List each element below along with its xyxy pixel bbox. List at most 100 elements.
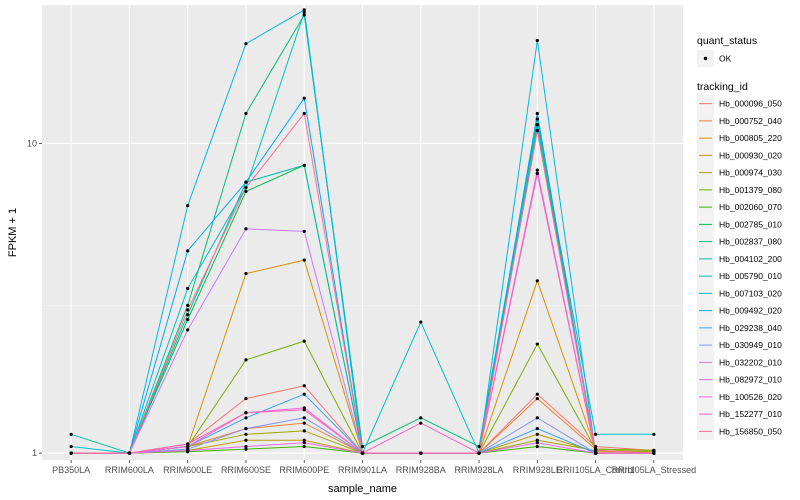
data-point — [535, 432, 539, 436]
data-point — [302, 429, 306, 433]
data-point — [302, 229, 306, 233]
legend-label: Hb_004102_200 — [719, 254, 782, 264]
data-point — [302, 339, 306, 343]
data-point — [302, 258, 306, 262]
gridlines — [42, 5, 683, 460]
data-point — [360, 451, 365, 455]
data-point — [244, 411, 248, 415]
data-point — [69, 451, 73, 455]
axes: 1 10 PB350LA RRIM600LA RRIM600LE RRIM600SE RRI… — [27, 138, 696, 475]
x-tick-label: RRIM928LE — [513, 465, 562, 475]
legend-label: Hb_001379_080 — [719, 185, 782, 195]
data-point — [535, 396, 539, 401]
legend-label: Hb_002785_010 — [719, 219, 782, 229]
data-point — [360, 444, 365, 449]
data-point — [477, 451, 481, 455]
legend-label: Hb_000096_050 — [719, 99, 782, 109]
legend-label: Hb_000752_040 — [719, 116, 782, 126]
data-point — [535, 392, 539, 396]
data-point — [186, 442, 190, 446]
x-tick-label: RRIM600SE — [221, 465, 271, 475]
data-point — [302, 13, 306, 17]
data-point — [186, 303, 190, 307]
legend: quant_status OK tracking_id Hb_000096_05… — [697, 35, 782, 440]
data-point — [477, 444, 481, 449]
data-point — [535, 38, 539, 43]
legend-point-symbol — [703, 56, 708, 61]
data-point — [244, 189, 248, 194]
legend-label: Hb_152277_010 — [719, 409, 782, 419]
data-point — [535, 111, 539, 116]
data-point — [186, 203, 190, 208]
y-tick-label: 1 — [32, 448, 37, 458]
data-point — [535, 416, 539, 420]
y-tick-label: 10 — [27, 138, 37, 148]
data-point — [535, 279, 539, 283]
data-point — [186, 286, 190, 291]
data-point — [186, 249, 190, 253]
data-point — [419, 320, 423, 324]
legend-label: OK — [719, 54, 732, 64]
legend-label: Hb_002837_080 — [719, 237, 782, 247]
legend-title-tracking-id: tracking_id — [697, 81, 748, 93]
data-point — [244, 271, 248, 276]
x-tick-label: RRII105LA_Stressed — [612, 465, 697, 475]
data-point — [652, 448, 656, 453]
data-point — [593, 451, 598, 455]
legend-label: Hb_007103_020 — [719, 288, 782, 298]
data-point — [302, 444, 306, 449]
data-point — [186, 448, 190, 453]
x-tick-label: RRIM600LE — [163, 465, 212, 475]
data-point — [302, 441, 306, 445]
data-point — [419, 451, 423, 455]
data-point — [302, 111, 306, 116]
data-point — [302, 416, 306, 420]
legend-label: Hb_156850_050 — [719, 426, 782, 436]
data-point — [244, 438, 248, 442]
legend-tracking-id-entries: Hb_000096_050 Hb_000752_040 Hb_000805_220 H… — [697, 95, 782, 440]
legend-label: Hb_002060_070 — [719, 202, 782, 212]
legend-label: Hb_032202_010 — [719, 357, 782, 367]
data-point — [127, 451, 132, 455]
data-point — [302, 408, 306, 412]
data-point — [186, 317, 190, 322]
legend-label: Hb_009492_020 — [719, 306, 782, 316]
data-point — [244, 432, 248, 436]
legend-title-quant-status: quant_status — [697, 35, 757, 47]
legend-label: Hb_100526_020 — [719, 392, 782, 402]
legend-label: Hb_029238_040 — [719, 323, 782, 333]
data-point — [244, 444, 248, 449]
data-point — [419, 421, 423, 425]
x-tick-label: RRIM600LA — [105, 465, 154, 475]
legend-label: Hb_000805_220 — [719, 133, 782, 143]
data-point — [244, 42, 248, 46]
data-point — [244, 180, 248, 184]
data-point — [302, 96, 306, 100]
data-point — [186, 313, 190, 317]
data-point — [302, 8, 306, 12]
data-point — [302, 438, 306, 442]
x-tick-label: PB350LA — [52, 465, 90, 475]
data-point — [302, 421, 306, 425]
data-point — [69, 432, 73, 436]
data-point — [652, 451, 656, 455]
legend-label: Hb_005790_010 — [719, 271, 782, 281]
data-point — [593, 448, 598, 453]
x-tick-label: RRIM928BA — [396, 465, 446, 475]
legend-quant-status-entries: OK — [697, 50, 732, 67]
data-point — [244, 447, 248, 451]
legend-label: Hb_000930_020 — [719, 150, 782, 160]
data-point — [186, 444, 190, 449]
data-point — [186, 328, 190, 332]
data-point — [593, 444, 598, 449]
data-point — [302, 10, 306, 15]
x-tick-label: RRIM928LA — [455, 465, 504, 475]
data-point — [535, 342, 539, 346]
data-point — [535, 117, 539, 121]
legend-label: Hb_082972_010 — [719, 375, 782, 385]
data-point — [593, 432, 598, 436]
data-point — [244, 186, 248, 190]
data-point — [535, 441, 539, 445]
data-point — [652, 432, 656, 436]
